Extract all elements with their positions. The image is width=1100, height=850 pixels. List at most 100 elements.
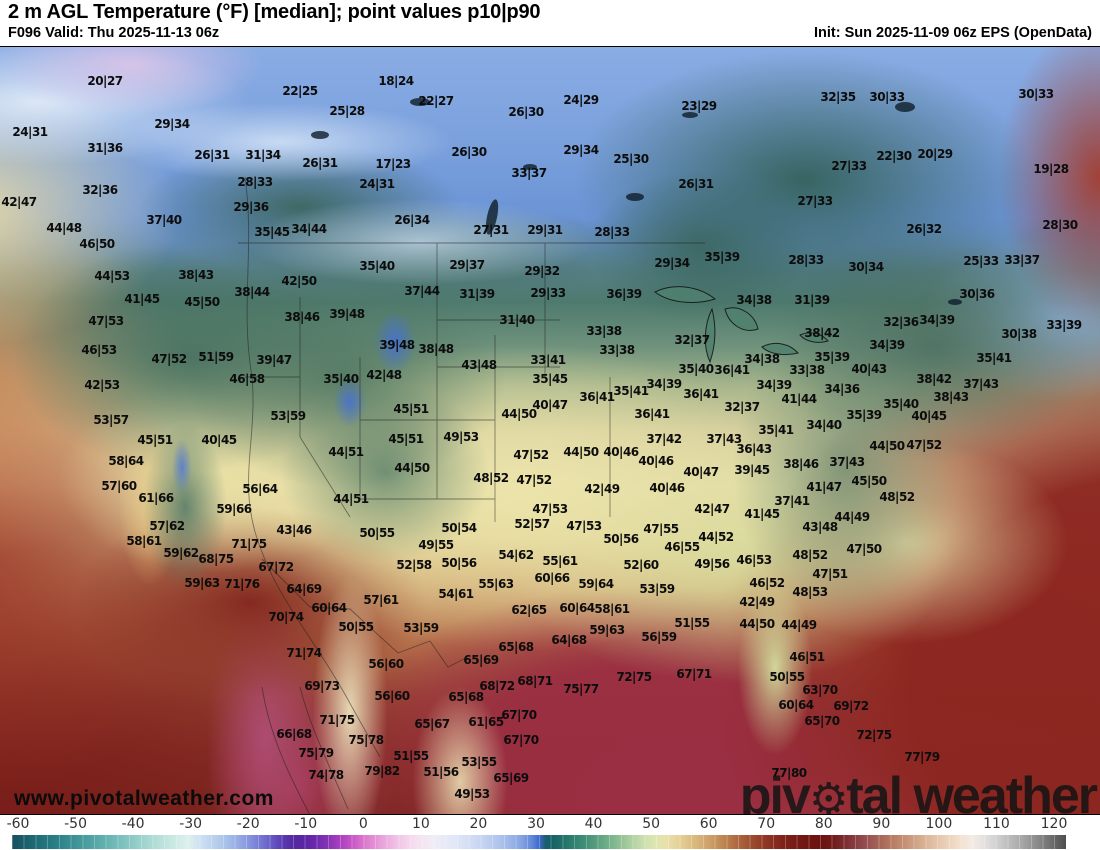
station-value: 26|32: [906, 222, 942, 236]
station-value: 42|49: [584, 482, 620, 496]
lake-michigan: [704, 307, 716, 364]
station-value: 34|39: [756, 378, 792, 392]
station-value: 52|60: [623, 558, 659, 572]
station-value: 38|46: [783, 457, 819, 471]
station-value: 44|49: [781, 618, 817, 632]
station-value: 27|33: [797, 194, 833, 208]
station-value: 49|53: [443, 430, 479, 444]
station-value: 23|29: [681, 99, 717, 113]
station-value: 40|46: [649, 481, 685, 495]
map-canvas[interactable]: 20|27 18|24 22|25 30|33 32|35 30|33 24|29 22|27…: [0, 47, 1100, 815]
station-value: 62|65: [511, 603, 547, 617]
station-value: 30|33: [1018, 87, 1054, 101]
station-value: 72|75: [616, 670, 652, 684]
station-value: 28|30: [1042, 218, 1078, 232]
station-value: 42|53: [84, 378, 120, 392]
station-value: 35|40: [678, 362, 714, 376]
station-value: 25|33: [963, 254, 999, 268]
station-value: 51|55: [674, 616, 710, 630]
station-value: 68|71: [517, 674, 553, 688]
station-value: 49|53: [454, 787, 490, 801]
station-value: 40|45: [201, 433, 237, 447]
station-value: 35|40: [883, 397, 919, 411]
station-value: 39|45: [734, 463, 770, 477]
colorbar-tick: -10: [294, 816, 318, 832]
colorbar-tick: 0: [358, 816, 368, 832]
station-value: 54|62: [498, 548, 534, 562]
station-value: 35|41: [976, 351, 1012, 365]
station-value: 65|68: [448, 690, 484, 704]
colorbar-tick: 120: [1040, 816, 1068, 832]
station-value: 34|39: [919, 313, 955, 327]
station-value: 67|71: [676, 667, 712, 681]
station-value: 46|51: [789, 650, 825, 664]
us-mexico-border: [261, 558, 469, 668]
station-value: 30|33: [869, 90, 905, 104]
station-value: 29|32: [524, 264, 560, 278]
lake-erie: [761, 342, 799, 356]
station-value: 47|52: [513, 448, 549, 462]
station-value: 57|60: [101, 479, 137, 493]
west-coastline: [244, 176, 381, 758]
station-value: 44|50: [869, 439, 905, 453]
station-value: 60|64: [559, 601, 595, 615]
station-value: 28|33: [594, 225, 630, 239]
station-value: 64|69: [286, 582, 322, 596]
station-value: 46|53: [736, 553, 772, 567]
colorbar-tick: -40: [121, 816, 145, 832]
station-value: 32|36: [883, 315, 919, 329]
station-value: 70|74: [268, 610, 304, 624]
station-value: 26|30: [451, 145, 487, 159]
colorbar-tick: 110: [983, 816, 1010, 832]
station-value: 48|52: [879, 490, 915, 504]
station-value: 67|70: [503, 733, 539, 747]
station-value: 46|52: [749, 576, 785, 590]
station-value: 37|43: [963, 377, 999, 391]
station-value: 34|38: [736, 293, 772, 307]
station-value: 20|29: [917, 147, 953, 161]
station-value: 27|31: [473, 223, 509, 237]
station-value: 31|40: [499, 313, 535, 327]
station-value: 56|64: [242, 482, 278, 496]
station-value: 39|48: [329, 307, 365, 321]
station-value: 59|64: [578, 577, 614, 591]
station-value: 45|50: [851, 474, 887, 488]
colorbar-tick: 60: [699, 816, 718, 832]
station-value: 67|70: [501, 708, 537, 722]
station-value: 35|41: [613, 384, 649, 398]
station-value: 40|46: [603, 445, 639, 459]
station-value: 67|72: [258, 560, 294, 574]
station-value: 42|47: [694, 502, 730, 516]
station-value: 65|70: [804, 714, 840, 728]
station-value: 50|56: [441, 556, 477, 570]
station-value: 37|44: [404, 284, 440, 298]
station-value: 79|82: [364, 764, 400, 778]
station-value: 72|75: [856, 728, 892, 742]
station-value: 33|38: [599, 343, 635, 357]
station-value: 47|53: [88, 314, 124, 328]
station-value: 29|34: [563, 143, 599, 157]
station-value: 31|39: [459, 287, 495, 301]
state-borders-vertical: [299, 243, 611, 522]
station-value: 43|48: [461, 358, 497, 372]
station-value: 47|52: [516, 473, 552, 487]
station-value: 26|30: [508, 105, 544, 119]
station-value: 35|45: [254, 225, 290, 239]
station-value: 35|45: [532, 372, 568, 386]
station-value: 47|52: [151, 352, 187, 366]
station-value: 75|78: [348, 733, 384, 747]
station-value: 33|37: [511, 166, 547, 180]
station-value: 33|39: [1046, 318, 1082, 332]
brand-text-right: tal weather: [846, 767, 1098, 815]
station-value: 55|61: [542, 554, 578, 568]
station-value: 35|39: [846, 408, 882, 422]
station-value: 22|30: [876, 149, 912, 163]
station-value: 29|34: [154, 117, 190, 131]
station-value: 32|37: [674, 333, 710, 347]
station-value: 47|53: [566, 519, 602, 533]
station-value: 56|60: [368, 657, 404, 671]
station-value: 37|41: [774, 494, 810, 508]
station-value: 40|43: [851, 362, 887, 376]
station-value: 38|44: [234, 285, 270, 299]
